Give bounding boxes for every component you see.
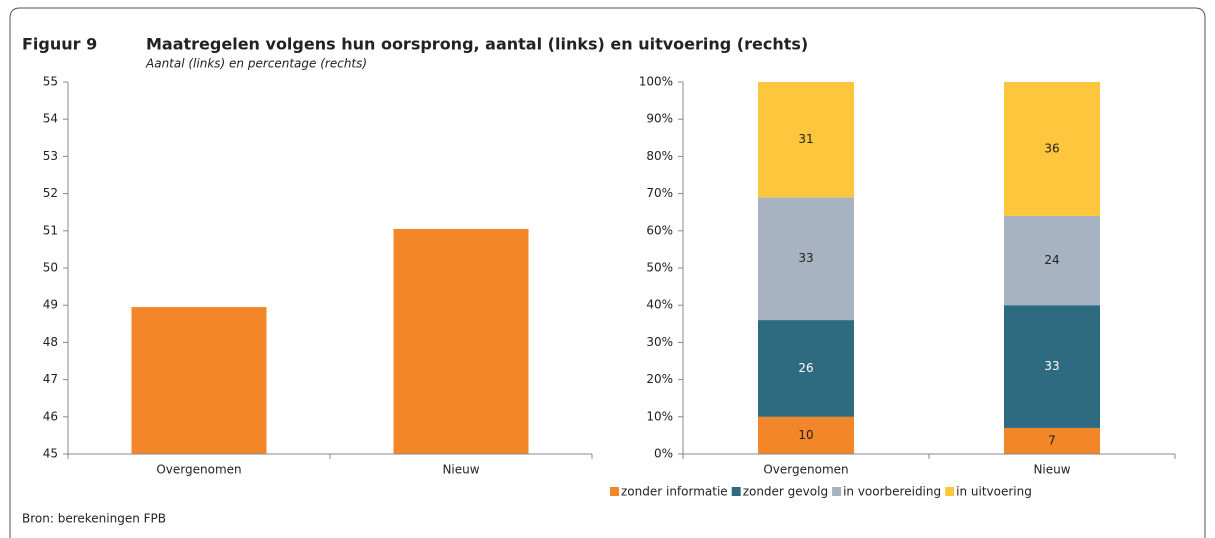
x-tick-label: Overgenomen — [763, 463, 848, 477]
data-label: 10 — [798, 428, 813, 442]
y-tick-label: 100% — [639, 75, 673, 89]
data-label: 24 — [1044, 253, 1059, 267]
y-tick-label: 52 — [43, 186, 58, 200]
figure-label: Figuur 9 — [22, 35, 97, 54]
bar-segment — [758, 82, 854, 198]
bar-segment — [758, 320, 854, 417]
y-tick-label: 10% — [646, 409, 673, 423]
y-tick-label: 50% — [646, 261, 673, 275]
legend-label: in voorbereiding — [843, 485, 941, 499]
y-tick-label: 54 — [43, 112, 58, 126]
y-tick-label: 55 — [43, 75, 58, 89]
legend-label: in uitvoering — [956, 485, 1032, 499]
y-tick-label: 40% — [646, 298, 673, 312]
y-tick-label: 50 — [43, 261, 58, 275]
x-tick-label: Nieuw — [442, 463, 479, 477]
x-tick-label: Nieuw — [1033, 463, 1070, 477]
y-tick-label: 30% — [646, 335, 673, 349]
bar-segment — [1004, 215, 1100, 306]
y-tick-label: 47 — [43, 372, 58, 386]
x-tick-label: Overgenomen — [156, 463, 241, 477]
y-tick-label: 48 — [43, 335, 58, 349]
data-label: 33 — [1044, 359, 1059, 373]
y-tick-label: 51 — [43, 223, 58, 237]
y-tick-label: 0% — [654, 447, 673, 461]
y-tick-label: 70% — [646, 186, 673, 200]
y-tick-label: 45 — [43, 447, 58, 461]
data-label: 36 — [1044, 141, 1059, 155]
data-label: 33 — [798, 251, 813, 265]
frame — [9, 7, 1206, 538]
bar-segment — [1004, 427, 1100, 454]
data-label: 26 — [798, 361, 813, 375]
bar-segment — [1004, 305, 1100, 428]
source: Bron: berekeningen FPB — [22, 512, 166, 526]
y-tick-label: 60% — [646, 223, 673, 237]
legend-swatch — [832, 487, 842, 496]
legend-swatch — [731, 487, 741, 496]
bar — [393, 228, 529, 454]
y-tick-label: 49 — [43, 298, 58, 312]
bar — [131, 307, 267, 454]
y-tick-label: 20% — [646, 372, 673, 386]
bar-segment — [1004, 82, 1100, 216]
y-tick-label: 80% — [646, 149, 673, 163]
y-tick-label: 53 — [43, 149, 58, 163]
data-label: 31 — [798, 132, 813, 146]
legend-swatch — [610, 487, 619, 496]
legend-label: zonder informatie — [621, 485, 728, 499]
bar-segment — [758, 197, 854, 321]
y-tick-label: 46 — [43, 409, 58, 423]
figure-subtitle: Aantal (links) en percentage (rechts) — [145, 57, 367, 71]
data-label: 7 — [1048, 433, 1056, 447]
figure-title: Maatregelen volgens hun oorsprong, aanta… — [146, 35, 808, 54]
legend-label: zonder gevolg — [743, 485, 828, 499]
y-tick-label: 90% — [646, 112, 673, 126]
bar-segment — [758, 416, 854, 454]
legend-swatch — [945, 487, 955, 496]
